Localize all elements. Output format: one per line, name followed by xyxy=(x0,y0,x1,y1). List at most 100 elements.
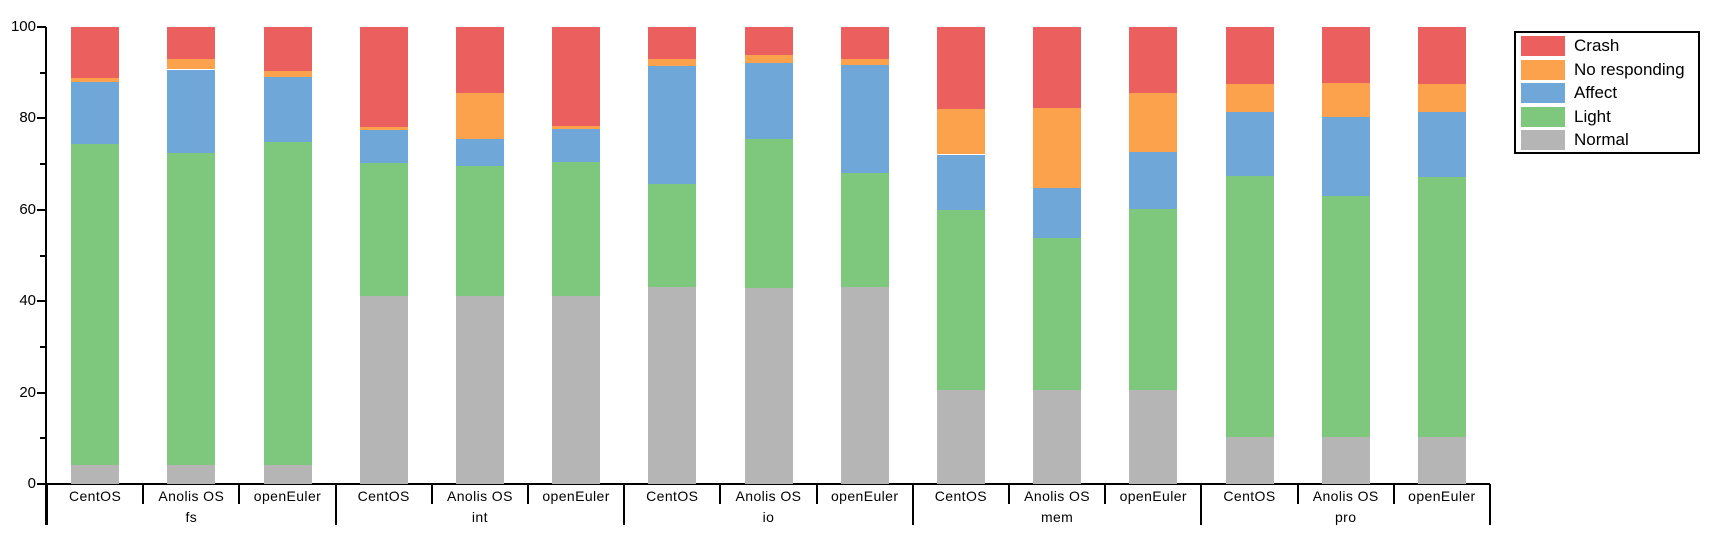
bar-segment-no-responding xyxy=(1417,84,1466,112)
bar-segment-no-responding xyxy=(936,109,985,155)
y-major-tick xyxy=(37,117,46,120)
bar-segment-normal xyxy=(936,389,985,484)
y-minor-tick xyxy=(40,71,46,74)
x-category-label: openEuler xyxy=(1408,488,1476,504)
x-category-label: openEuler xyxy=(253,488,322,504)
legend-item-crash: Crash xyxy=(1520,35,1696,57)
bar-segment-crash xyxy=(1321,27,1370,83)
bar-segment-crash xyxy=(455,27,504,94)
bar-segment-no-responding xyxy=(552,126,601,130)
bar-segment-crash xyxy=(1417,27,1466,85)
bar-segment-crash xyxy=(552,27,601,127)
bar-segment-affect xyxy=(455,139,504,166)
bar-segment-light xyxy=(552,162,601,296)
bar-segment-normal xyxy=(552,295,601,484)
x-category-label: Anolis OS xyxy=(1024,488,1091,504)
x-category-label: openEuler xyxy=(1119,488,1187,504)
bar-segment-no-responding xyxy=(455,93,504,140)
y-tick-label: 0 xyxy=(27,475,36,492)
y-minor-tick xyxy=(40,437,46,440)
y-axis xyxy=(45,27,47,525)
x-group-label: io xyxy=(762,509,775,525)
x-category-label: CentOS xyxy=(934,488,987,504)
bar-segment-affect xyxy=(359,129,408,163)
y-tick-label: 60 xyxy=(19,200,36,218)
bar-segment-crash xyxy=(359,27,408,127)
x-category-separator xyxy=(527,484,529,504)
x-category-separator xyxy=(1392,484,1395,504)
x-category-label: CentOS xyxy=(68,488,122,504)
bar-segment-normal xyxy=(359,295,408,484)
y-tick-label: 20 xyxy=(19,383,36,401)
x-group-separator xyxy=(1489,484,1491,525)
legend-label: Affect xyxy=(1574,83,1618,102)
y-major-tick xyxy=(37,26,46,28)
x-category-label: openEuler xyxy=(542,488,610,504)
bar-segment-normal xyxy=(167,464,216,484)
bar-segment-light xyxy=(1033,237,1082,390)
x-group-label: pro xyxy=(1334,509,1357,525)
x-category-separator xyxy=(430,484,433,504)
legend-item-no-responding: No responding xyxy=(1520,59,1696,81)
bar-segment-light xyxy=(648,184,697,288)
x-category-separator xyxy=(1296,484,1299,504)
x-category-label: CentOS xyxy=(357,488,410,504)
bar-segment-affect xyxy=(1033,187,1082,238)
bar-segment-no-responding xyxy=(71,77,120,82)
bar-segment-normal xyxy=(1129,389,1178,484)
x-category-separator xyxy=(815,484,818,504)
bar-segment-no-responding xyxy=(840,58,889,65)
bar-segment-crash xyxy=(263,27,312,71)
x-category-label: CentOS xyxy=(646,488,699,504)
y-minor-tick xyxy=(40,254,46,257)
bar-segment-normal xyxy=(263,464,312,484)
bar-segment-crash xyxy=(1225,27,1274,85)
bar-segment-light xyxy=(744,139,793,289)
bar-segment-normal xyxy=(1225,436,1274,484)
legend-item-affect: Affect xyxy=(1520,82,1696,104)
bar-segment-affect xyxy=(552,129,601,163)
x-category-separator xyxy=(1008,484,1010,504)
bar-segment-light xyxy=(71,144,120,465)
y-minor-tick xyxy=(40,345,46,348)
bar-segment-light xyxy=(840,173,889,287)
bar-segment-no-responding xyxy=(1225,84,1274,112)
bar-segment-affect xyxy=(744,63,793,140)
bar-segment-light xyxy=(263,142,312,465)
bar-segment-light xyxy=(1417,176,1466,437)
bar-segment-affect xyxy=(1417,111,1466,177)
bar-segment-crash xyxy=(1033,27,1082,109)
legend-item-light: Light xyxy=(1520,106,1696,128)
x-category-label: Anolis OS xyxy=(446,488,513,504)
bar-segment-crash xyxy=(648,27,697,60)
bar-segment-normal xyxy=(744,288,793,484)
x-group-separator xyxy=(911,484,914,525)
bar-segment-normal xyxy=(648,287,697,484)
y-tick-label: 80 xyxy=(19,109,36,127)
bar-segment-normal xyxy=(840,286,889,484)
bar-segment-normal xyxy=(455,295,504,484)
bar-segment-normal xyxy=(1321,436,1370,484)
x-axis xyxy=(45,483,1490,485)
bar-segment-affect xyxy=(840,64,889,174)
bar-segment-no-responding xyxy=(359,126,408,130)
x-group-label: fs xyxy=(185,509,198,525)
bar-segment-affect xyxy=(936,154,985,210)
legend: Crash No responding Affect Light Normal xyxy=(1514,31,1700,154)
bar-segment-light xyxy=(1321,196,1370,437)
bar-segment-crash xyxy=(1129,27,1178,93)
bar-segment-affect xyxy=(648,65,697,185)
bar-segment-crash xyxy=(744,27,793,55)
y-major-tick xyxy=(37,483,46,485)
legend-label: Light xyxy=(1574,106,1611,126)
legend-swatch-normal xyxy=(1521,130,1565,150)
legend-label: Normal xyxy=(1574,130,1629,149)
bar-segment-light xyxy=(455,165,504,296)
bar-segment-affect xyxy=(1321,117,1370,197)
x-category-separator xyxy=(719,484,722,504)
legend-label: Crash xyxy=(1574,36,1620,55)
bar-segment-light xyxy=(359,162,408,296)
x-category-separator xyxy=(1104,484,1107,504)
bar-segment-no-responding xyxy=(1321,82,1370,118)
